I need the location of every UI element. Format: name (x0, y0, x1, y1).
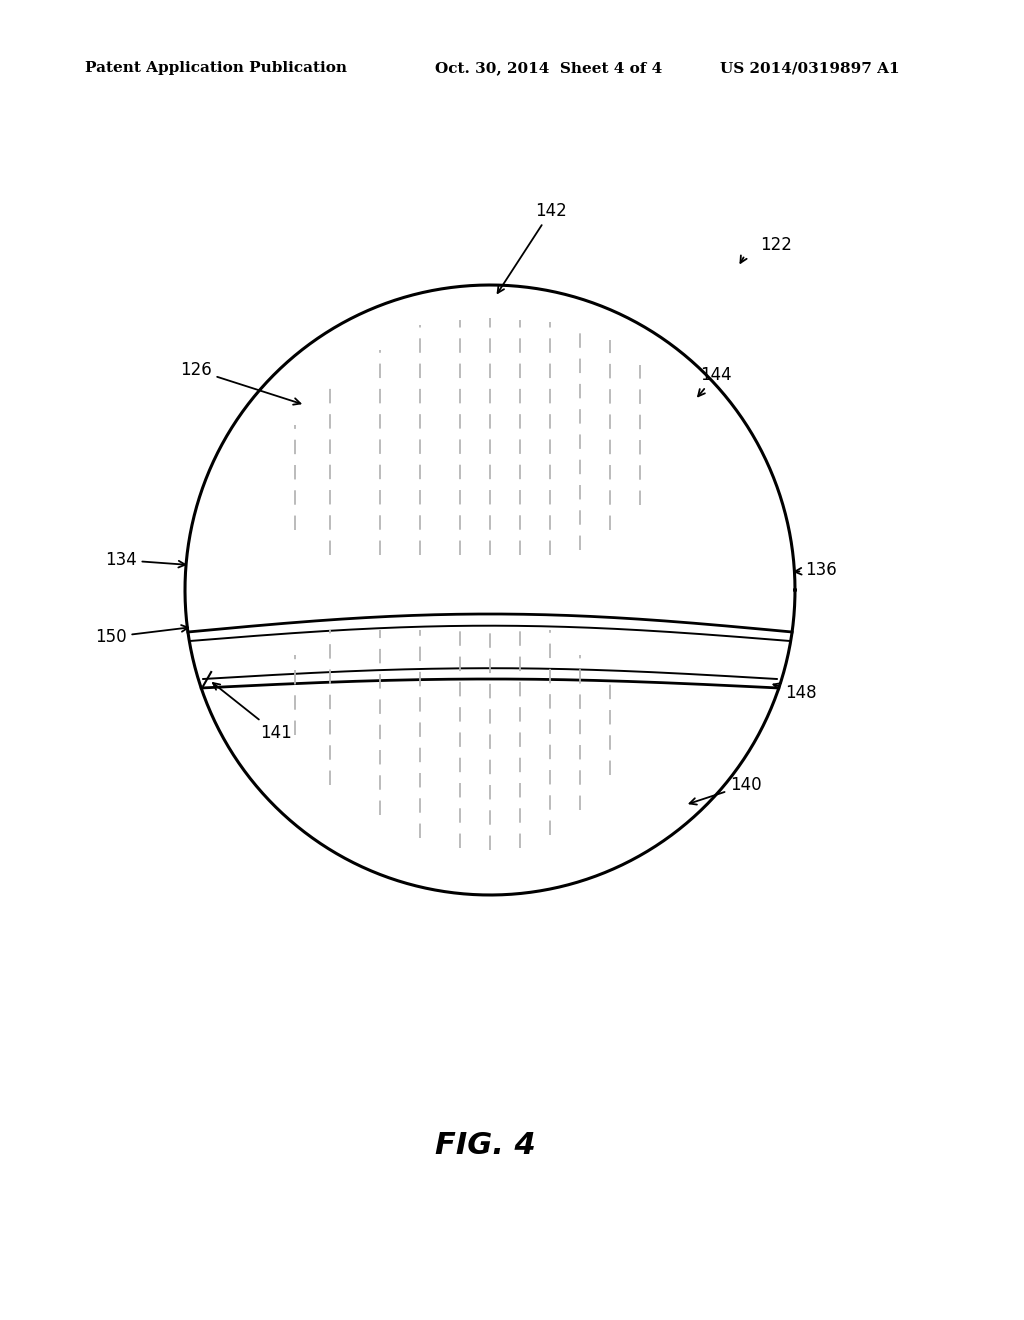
Text: Patent Application Publication: Patent Application Publication (85, 61, 347, 75)
Text: Oct. 30, 2014  Sheet 4 of 4: Oct. 30, 2014 Sheet 4 of 4 (435, 61, 663, 75)
Text: 148: 148 (773, 684, 816, 702)
Text: 144: 144 (698, 366, 731, 396)
Text: 134: 134 (105, 550, 185, 569)
Text: 122: 122 (760, 236, 792, 253)
Text: US 2014/0319897 A1: US 2014/0319897 A1 (720, 61, 900, 75)
Text: 150: 150 (95, 626, 188, 645)
Text: FIG. 4: FIG. 4 (435, 1130, 536, 1159)
Text: 141: 141 (213, 682, 292, 742)
Text: 126: 126 (180, 360, 300, 405)
Text: 136: 136 (795, 561, 837, 579)
Text: 142: 142 (498, 202, 566, 293)
Text: 140: 140 (689, 776, 762, 805)
